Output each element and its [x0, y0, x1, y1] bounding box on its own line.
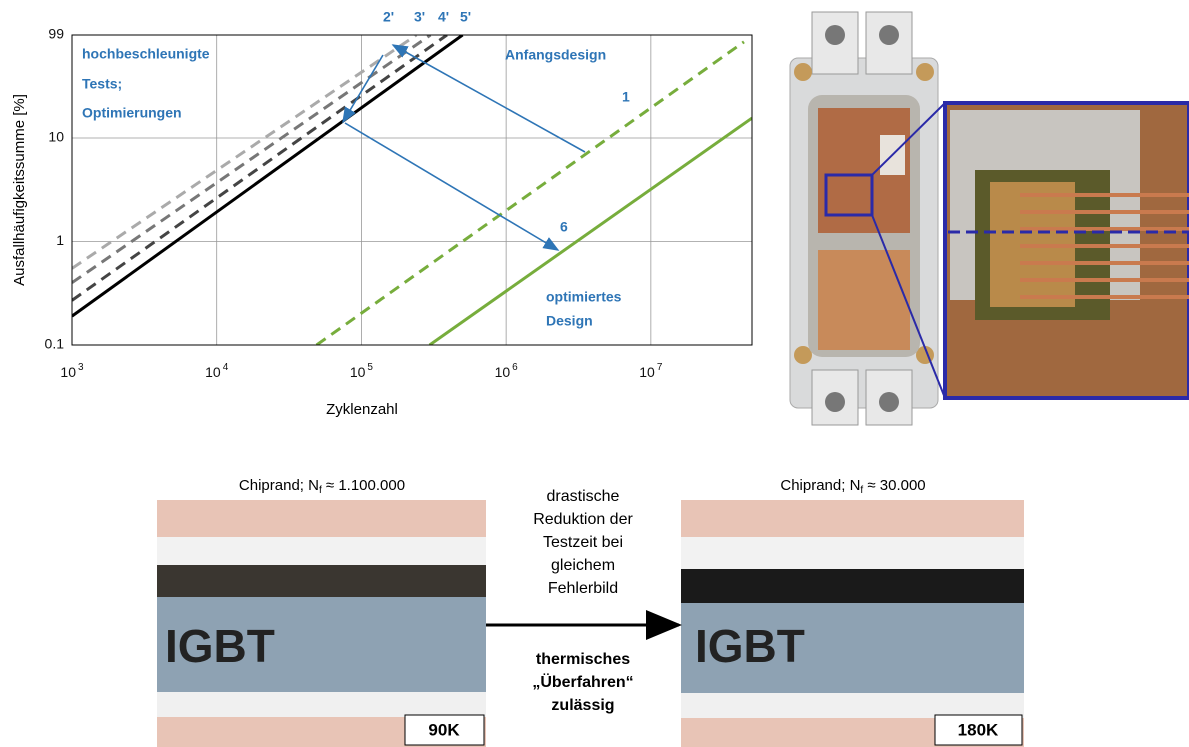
- series-line: [430, 118, 752, 345]
- y-axis-label: Ausfallhäufigkeitssumme [%]: [11, 94, 28, 286]
- y-tick-label: 99: [48, 26, 64, 42]
- temperature-label: 180K: [958, 720, 999, 739]
- page: 103 104 105 106 107 0.1 1 10 99 Zyklenzahl Ausfa…: [0, 0, 1189, 747]
- annotation: hochbeschleunigte: [82, 46, 210, 62]
- annotation: 4': [438, 9, 449, 25]
- series-line: [72, 35, 463, 316]
- chip-label: IGBT: [695, 620, 805, 672]
- annotation: 6: [560, 219, 568, 235]
- annotation: optimiertes: [546, 289, 622, 305]
- y-tick-label: 0.1: [45, 336, 65, 352]
- caption: Chiprand; Nf ≈ 30.000: [780, 477, 925, 496]
- middle-line: „Überfahren“: [532, 672, 633, 691]
- middle-line: thermisches: [536, 651, 630, 668]
- middle-line: Fehlerbild: [548, 580, 618, 597]
- middle-line: drastische: [547, 488, 620, 505]
- annotation: Anfangsdesign: [505, 47, 606, 63]
- y-tick-label: 1: [56, 232, 64, 248]
- chip-label: IGBT: [165, 620, 275, 672]
- y-tick-label: 10: [48, 129, 64, 145]
- arrow: [345, 123, 558, 250]
- middle-line: zulässig: [551, 697, 614, 714]
- middle-line: gleichem: [551, 557, 615, 574]
- module-photo: [790, 12, 938, 425]
- middle-text: drastische Reduktion der Testzeit bei gleic…: [532, 488, 633, 714]
- caption: Chiprand; Nf ≈ 1.100.000: [239, 477, 405, 496]
- annotation: 1: [622, 89, 630, 105]
- series-line: [72, 35, 416, 268]
- annotation: Tests;: [82, 76, 122, 92]
- series-line: [72, 35, 447, 300]
- annotation: Design: [546, 313, 593, 329]
- annotation: 2': [383, 9, 394, 25]
- annotation: 3': [414, 9, 425, 25]
- middle-line: Testzeit bei: [543, 534, 623, 551]
- arrow: [343, 55, 383, 122]
- temperature-label: 90K: [428, 720, 460, 739]
- series-line: [72, 35, 430, 283]
- middle-line: Reduktion der: [533, 511, 633, 528]
- figure: 103 104 105 106 107 0.1 1 10 99 Zyklenzahl Ausfa…: [0, 0, 1189, 747]
- series-line: [317, 42, 744, 345]
- annotation: Optimierungen: [82, 105, 182, 121]
- annotation: 5': [460, 9, 471, 25]
- x-axis-label: Zyklenzahl: [326, 401, 398, 418]
